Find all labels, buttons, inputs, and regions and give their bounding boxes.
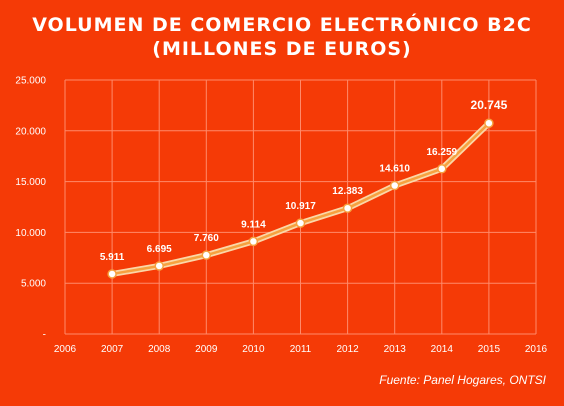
data-point xyxy=(154,261,164,271)
x-tick-label: 2011 xyxy=(290,344,312,355)
x-tick-label: 2015 xyxy=(478,344,501,355)
data-label: 16.259 xyxy=(427,147,458,158)
x-tick-label: 2016 xyxy=(525,344,548,355)
data-label: 12.383 xyxy=(332,186,363,197)
data-label: 5.911 xyxy=(100,252,125,263)
source-note: Fuente: Panel Hogares, ONTSI xyxy=(379,373,546,387)
data-label: 6.695 xyxy=(147,244,172,255)
data-point xyxy=(342,203,353,213)
y-tick-label: 25.000 xyxy=(15,76,46,87)
x-tick-label: 2014 xyxy=(431,344,454,355)
chart-title-line-2: (MILLONES DE EUROS) xyxy=(152,38,412,60)
data-point xyxy=(389,180,400,191)
data-point xyxy=(484,118,494,128)
y-tick-label: 5.000 xyxy=(21,279,46,290)
data-label: 7.760 xyxy=(194,233,219,244)
data-label: 14.610 xyxy=(379,164,410,175)
x-tick-label: 2009 xyxy=(195,344,218,355)
y-tick-label: - xyxy=(43,330,46,341)
data-point xyxy=(107,269,117,279)
x-tick-label: 2010 xyxy=(242,344,265,355)
y-tick-label: 10.000 xyxy=(15,228,46,239)
data-point xyxy=(248,236,259,247)
chart-title-line-1: VOLUMEN DE COMERCIO ELECTRÓNICO B2C xyxy=(32,14,532,36)
data-label: 10.917 xyxy=(285,201,316,212)
y-tick-label: 15.000 xyxy=(15,177,46,188)
x-tick-label: 2006 xyxy=(54,344,77,355)
y-tick-label: 20.000 xyxy=(15,126,46,137)
data-point xyxy=(201,250,212,260)
x-tick-label: 2008 xyxy=(148,344,171,355)
x-tick-label: 2013 xyxy=(384,344,407,355)
data-point xyxy=(295,218,306,228)
data-label: 9.114 xyxy=(241,219,266,230)
data-point xyxy=(437,164,447,174)
data-label: 20.745 xyxy=(471,98,508,112)
x-tick-label: 2007 xyxy=(101,344,124,355)
x-tick-label: 2012 xyxy=(336,344,359,355)
